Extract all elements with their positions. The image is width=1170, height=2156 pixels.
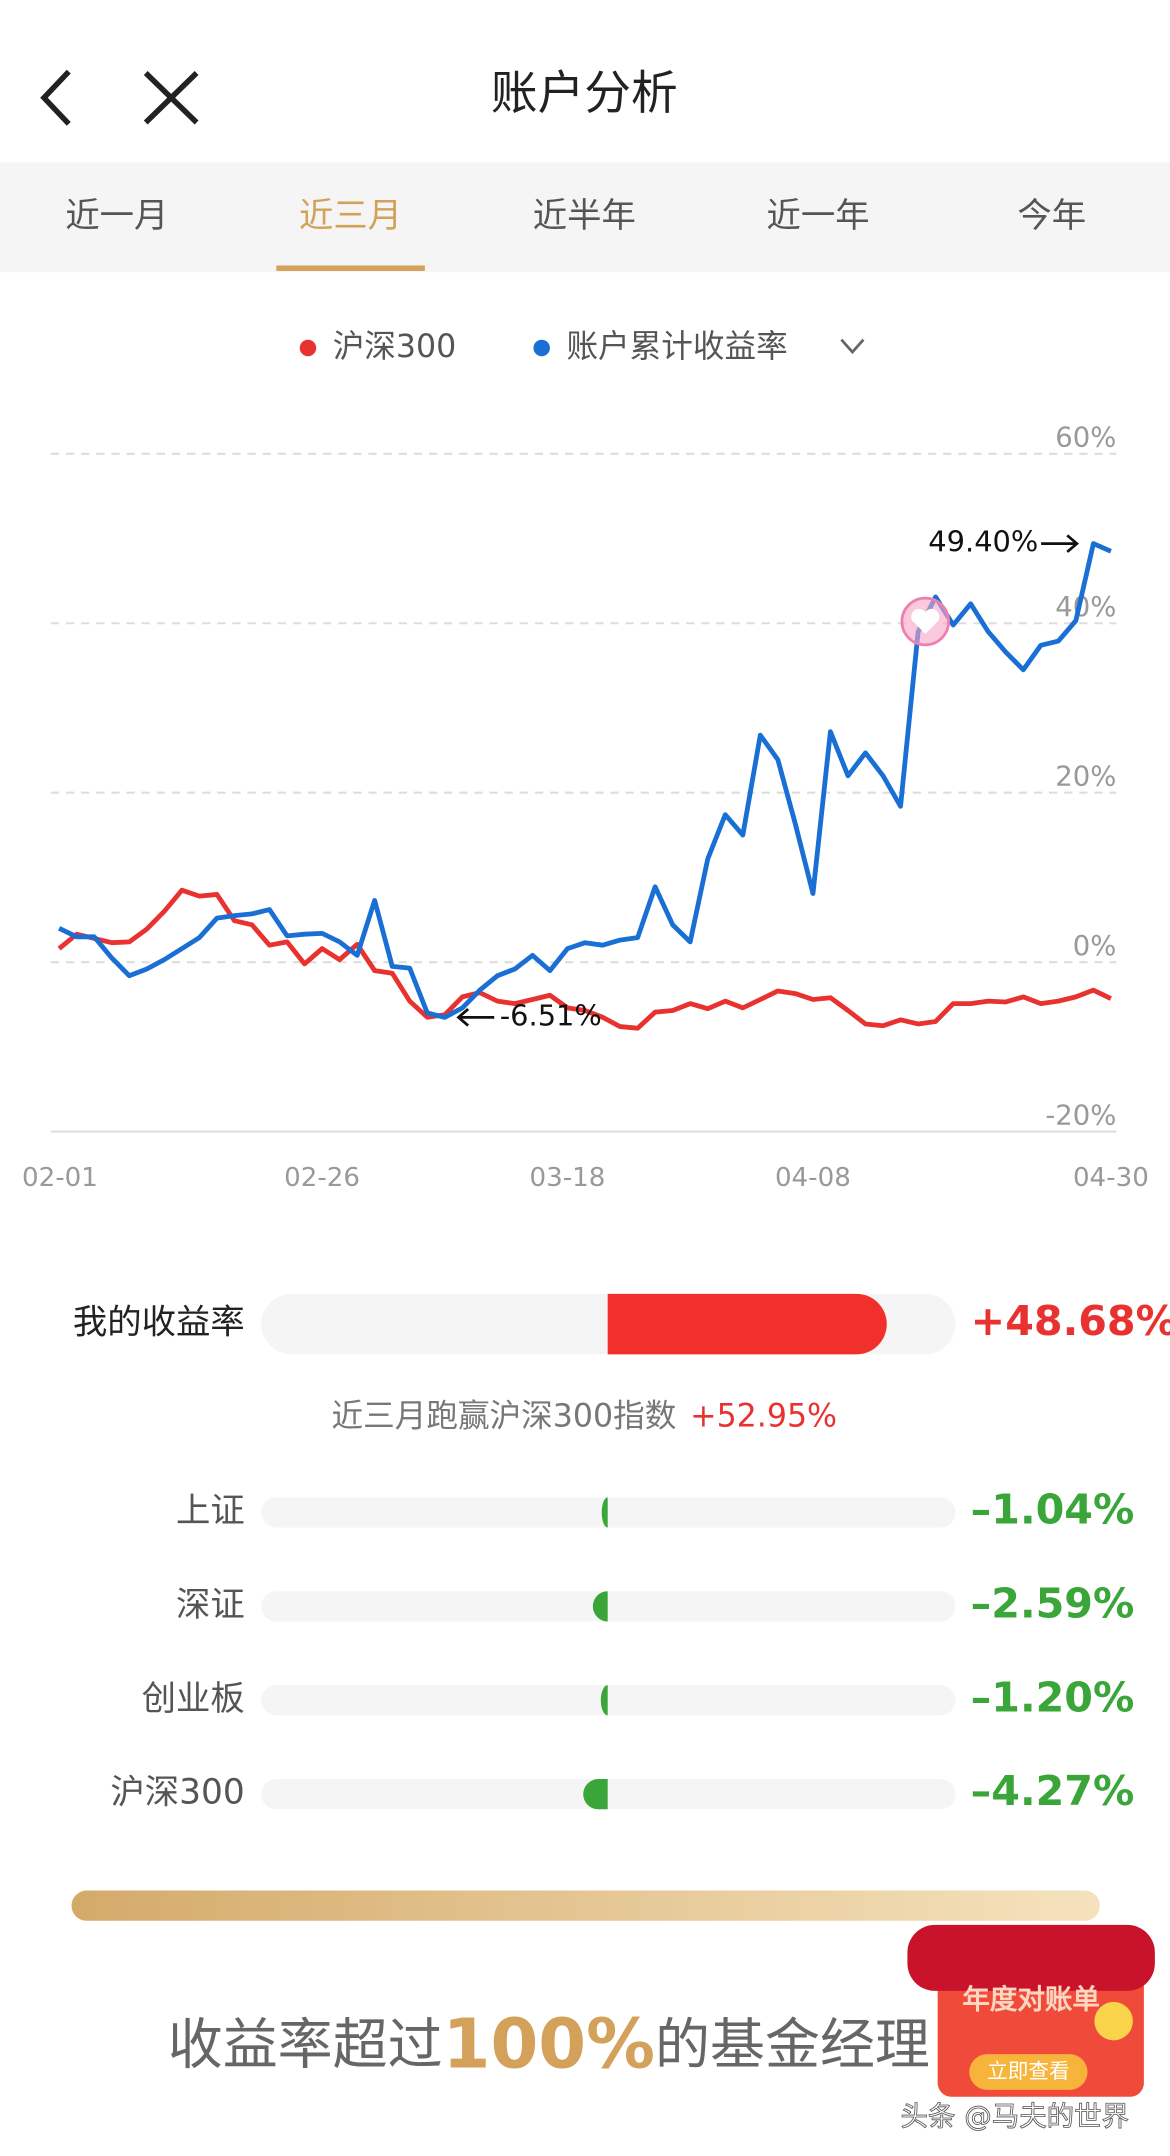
index-value: –2.59% [971, 1579, 1135, 1627]
redaction [907, 1924, 1155, 1991]
index-value: –1.04% [971, 1485, 1135, 1533]
point-label: 49.40% [928, 525, 1038, 559]
point-label: -6.51% [500, 998, 602, 1032]
tab-bar [0, 162, 1170, 273]
footer-text: 的基金经理 [655, 2013, 930, 2077]
bar [607, 1293, 887, 1355]
x-tick-label: 04-30 [1073, 1163, 1149, 1193]
tab-label[interactable]: 近一月 [65, 196, 168, 236]
bar [583, 1779, 608, 1810]
bar-track [261, 1497, 956, 1528]
index-label: 深证 [176, 1585, 245, 1625]
divider-bar [71, 1890, 1100, 1921]
ad-title: 年度对账单 [962, 1984, 1099, 2016]
bar [592, 1591, 608, 1622]
bar-track [261, 1779, 956, 1810]
x-tick-label: 02-26 [284, 1163, 360, 1193]
tab-indicator [276, 265, 425, 271]
legend-label: 账户累计收益率 [566, 329, 787, 365]
index-value: –1.20% [971, 1673, 1135, 1721]
legend-dot [299, 339, 317, 357]
y-tick-label: 60% [1055, 422, 1116, 454]
x-tick-label: 03-18 [530, 1163, 606, 1193]
bar-track [261, 1591, 956, 1622]
ad-button-label: 立即查看 [987, 2059, 1069, 2083]
bar [601, 1497, 608, 1528]
legend-dropdown[interactable] [840, 338, 865, 355]
tab-label[interactable]: 近三月 [299, 196, 402, 236]
metric-value: +48.68% [971, 1297, 1170, 1345]
bar [600, 1685, 608, 1716]
series-line [57, 887, 1112, 1031]
note-value: +52.95% [690, 1399, 837, 1435]
y-tick-label: -20% [1045, 1099, 1116, 1131]
footer-text: 收益率超过 [168, 2013, 443, 2077]
tab-label[interactable]: 今年 [1017, 196, 1086, 236]
annotation-arrow [456, 1008, 495, 1027]
legend-label: 沪深300 [333, 329, 457, 365]
index-label: 上证 [176, 1491, 245, 1531]
ad-banner[interactable]: 年度对账单 立即查看 [907, 1924, 1155, 2097]
series-line [58, 541, 1112, 1020]
tab-label[interactable]: 近半年 [533, 196, 636, 236]
watermark: 头条 @马夫的世界 [901, 2100, 1130, 2132]
comparison: 我的收益率 +48.68% 近三月跑赢沪深300指数 +52.95% 上证 –1.04% 深… [73, 1293, 1170, 1815]
metric-label: 我的收益率 [73, 1303, 245, 1343]
legend-dot [533, 339, 550, 357]
index-value: –4.27% [971, 1767, 1135, 1815]
footer-highlight: 100% [443, 2005, 655, 2085]
bar-track [261, 1685, 956, 1716]
page-title: 账户分析 [491, 67, 678, 121]
comparison-note: 近三月跑赢沪深300指数 +52.95% [332, 1399, 838, 1435]
annotation-arrow [1041, 534, 1079, 553]
chart: -20% 0% 20% 40% 60% 02-01 02-26 03-18 04-08 04-30… [22, 422, 1149, 1193]
coin-icon [1094, 2001, 1133, 2041]
back-button[interactable] [40, 69, 71, 126]
index-label: 沪深300 [110, 1773, 244, 1813]
x-tick-label: 04-08 [775, 1163, 851, 1193]
footer-heading: 收益率超过100%的基金经理 [168, 2005, 930, 2085]
tab-label[interactable]: 近一年 [766, 196, 869, 236]
index-label: 创业板 [142, 1679, 245, 1719]
close-button[interactable] [143, 71, 199, 125]
y-tick-label: 0% [1073, 930, 1117, 962]
heart-icon [911, 608, 940, 634]
note-text: 近三月跑赢沪深300指数 [332, 1399, 677, 1435]
ad-button[interactable] [969, 2054, 1088, 2090]
tabs: 近一月 近三月 近半年 近一年 今年 [65, 196, 1086, 271]
y-tick-label: 40% [1055, 591, 1116, 623]
y-tick-label: 20% [1055, 761, 1116, 793]
x-tick-label: 02-01 [22, 1163, 98, 1193]
